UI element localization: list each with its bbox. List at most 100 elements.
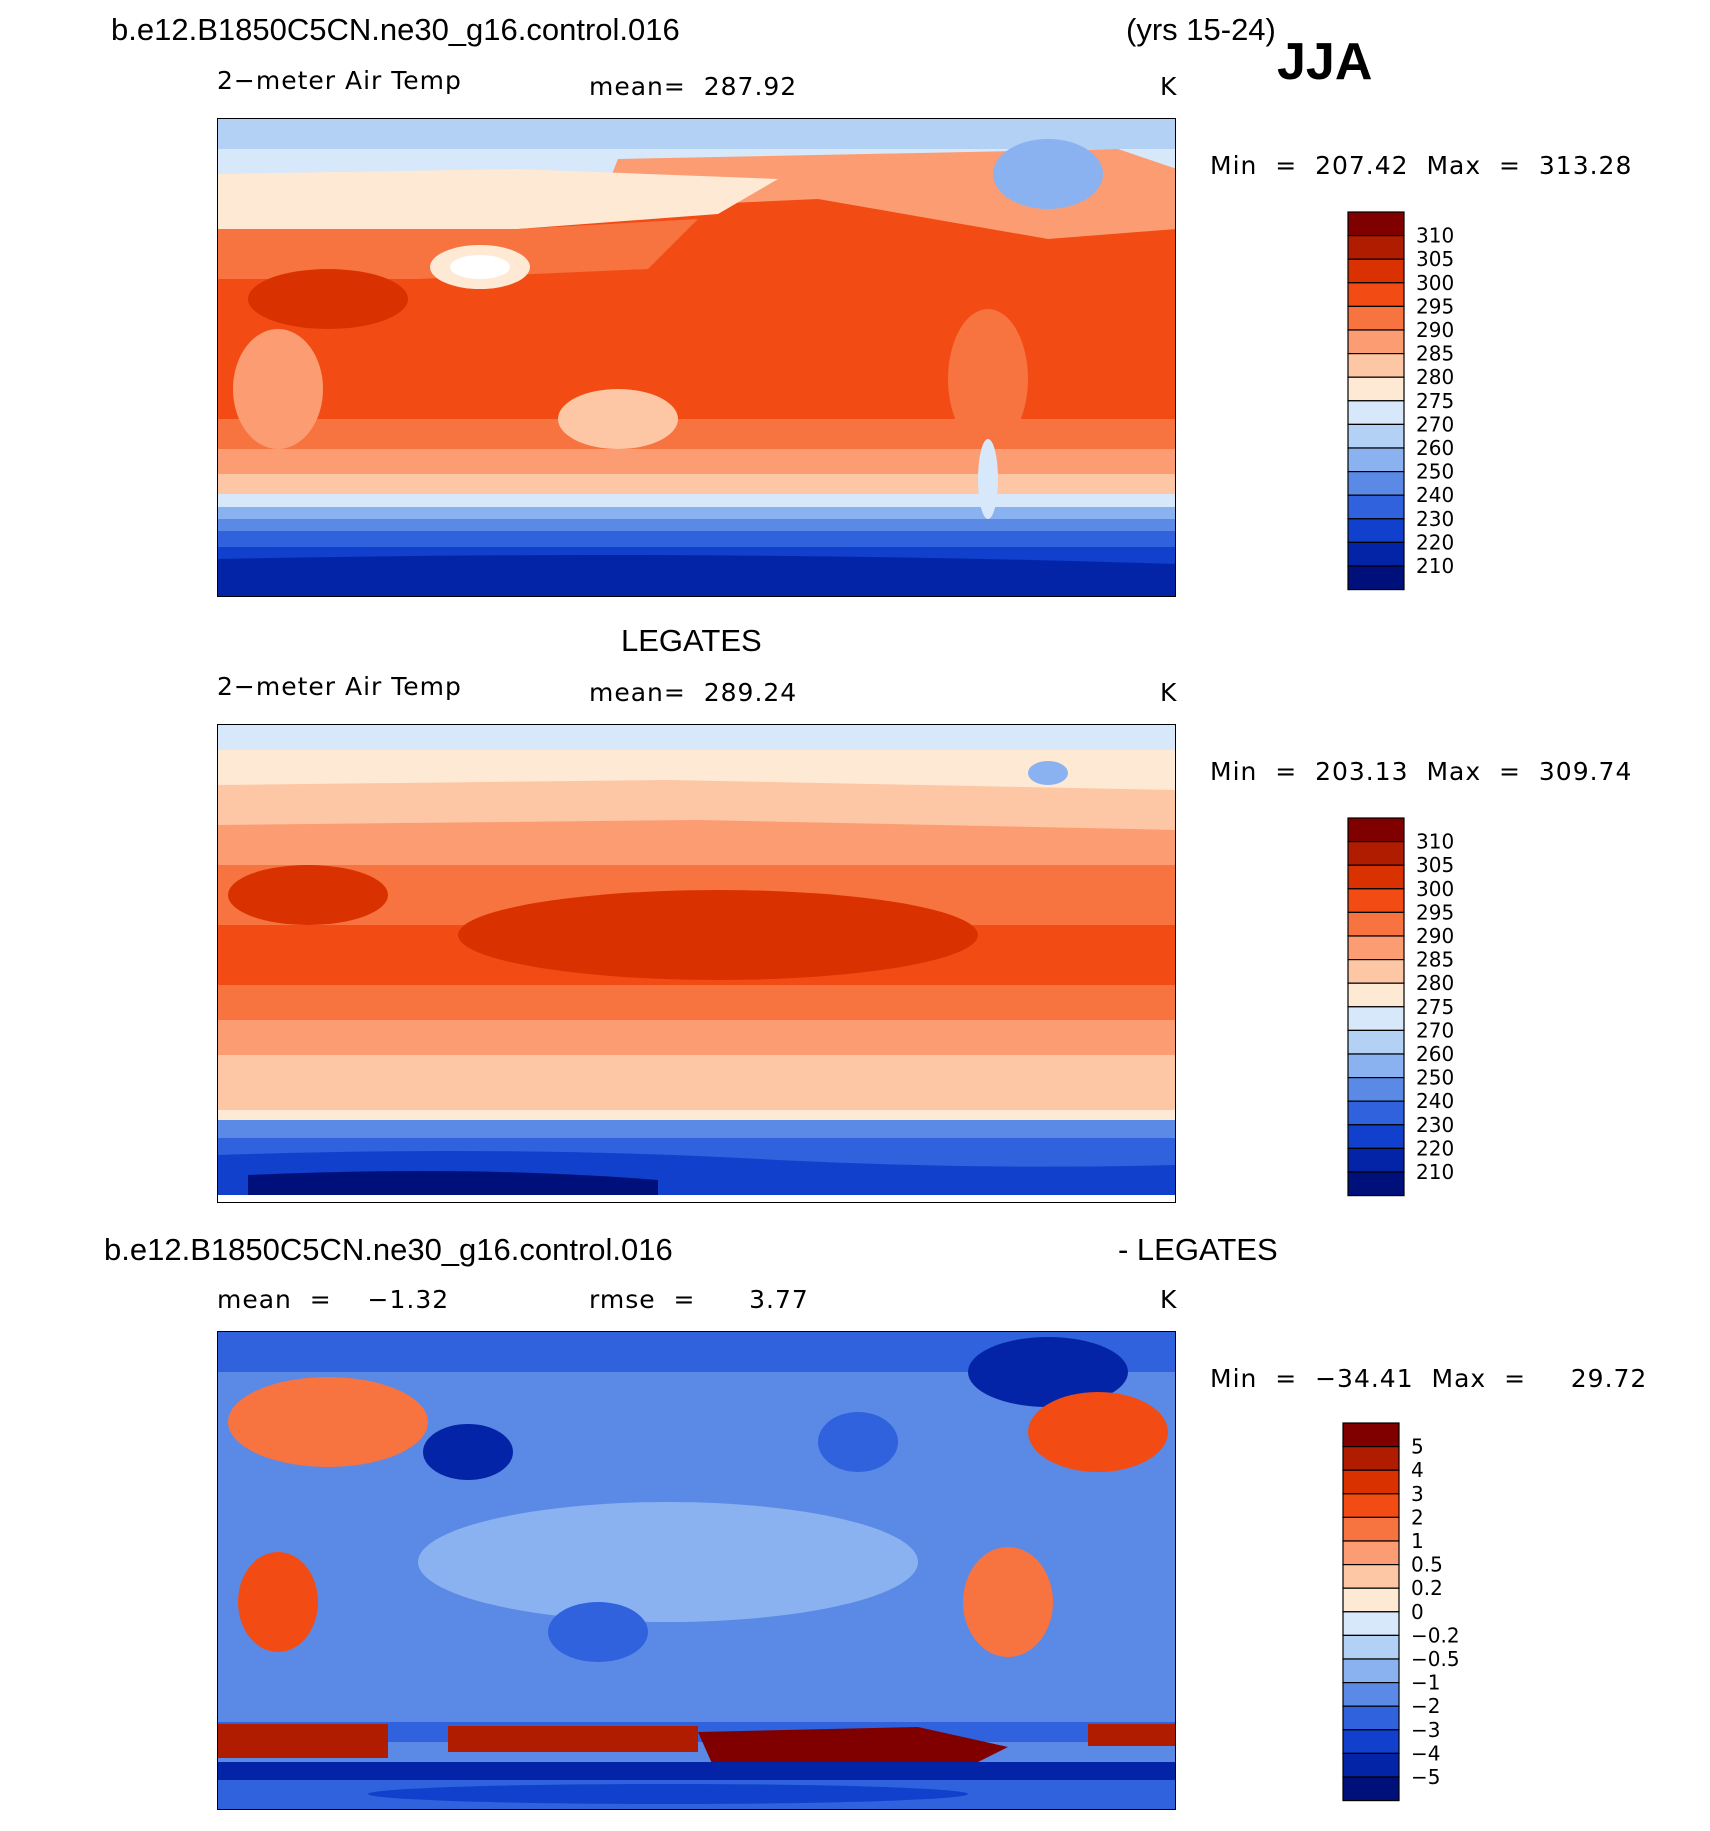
colorbar-box — [1347, 235, 1405, 260]
panel2-colorbar: 310 305 300 295 290 285 280 275 270 260 250 240 230 2… — [1347, 817, 1588, 1197]
colorbar-box — [1342, 1446, 1400, 1471]
panel3-units: K — [1160, 1285, 1178, 1314]
colorbar-box — [1342, 1634, 1400, 1660]
colorbar-box — [1347, 959, 1405, 984]
colorbar-tick-label: 240 — [1416, 483, 1454, 507]
colorbar-tick-label: 290 — [1416, 318, 1454, 342]
colorbar-box — [1347, 376, 1405, 402]
colorbar-tick-label: 270 — [1416, 412, 1454, 436]
panel1-minmax: Min = 207.42 Max = 313.28 — [1210, 151, 1633, 180]
colorbar-box — [1347, 841, 1405, 866]
colorbar-box — [1347, 911, 1405, 937]
colorbar-tick-label: 210 — [1416, 554, 1454, 578]
panel1-variable: 2−meter Air Temp — [217, 66, 462, 95]
colorbar-box — [1347, 1171, 1405, 1197]
colorbar-tick-label: −2 — [1411, 1694, 1440, 1718]
colorbar-box — [1347, 817, 1405, 843]
panel1-colorbar-svg: 3103053002952902852802752702602502402302… — [1347, 211, 1454, 591]
colorbar-tick-label: 300 — [1416, 271, 1454, 295]
panel1-units: K — [1160, 72, 1178, 101]
panel3-title-left: b.e12.B1850C5CN.ne30_g16.control.016 — [104, 1232, 673, 1267]
panel3-rmse: rmse = 3.77 — [589, 1285, 809, 1314]
colorbar-tick-label: 250 — [1416, 460, 1454, 484]
colorbar-box — [1342, 1658, 1400, 1684]
colorbar-tick-label: 0.5 — [1411, 1553, 1443, 1577]
colorbar-tick-label: 285 — [1416, 342, 1454, 366]
case-title: b.e12.B1850C5CN.ne30_g16.control.016 — [111, 12, 680, 47]
colorbar-box — [1347, 258, 1405, 284]
colorbar-box — [1347, 211, 1405, 237]
colorbar-box — [1342, 1729, 1400, 1754]
panel2-mean: mean= 289.24 — [589, 678, 798, 707]
panel2-map — [217, 724, 1176, 1203]
colorbar-box — [1347, 305, 1405, 331]
colorbar-tick-label: −5 — [1411, 1765, 1440, 1789]
panel2-variable: 2−meter Air Temp — [217, 672, 462, 701]
colorbar-box — [1342, 1682, 1400, 1707]
colorbar-box — [1347, 400, 1405, 426]
panel2-colorbar-svg: 3103053002952902852802752702602502402302… — [1347, 817, 1454, 1197]
colorbar-box — [1347, 471, 1405, 496]
panel3-title-right: - LEGATES — [1118, 1232, 1278, 1267]
colorbar-box — [1347, 329, 1405, 355]
colorbar-tick-label: 3 — [1411, 1482, 1424, 1506]
colorbar-box — [1347, 1124, 1405, 1149]
colorbar-tick-label: 1 — [1411, 1529, 1424, 1553]
colorbar-tick-label: −0.5 — [1411, 1647, 1460, 1671]
colorbar-tick-label: 250 — [1416, 1066, 1454, 1090]
colorbar-box — [1347, 982, 1405, 1008]
colorbar-box — [1342, 1422, 1400, 1448]
colorbar-tick-label: 285 — [1416, 948, 1454, 972]
years-label: (yrs 15-24) — [1126, 12, 1276, 47]
colorbar-box — [1342, 1611, 1400, 1637]
colorbar-tick-label: 275 — [1416, 995, 1454, 1019]
panel2-map-svg — [218, 725, 1175, 1202]
colorbar-tick-label: 295 — [1416, 900, 1454, 924]
colorbar-tick-label: 220 — [1416, 530, 1454, 554]
panel2-title: LEGATES — [621, 623, 762, 658]
colorbar-tick-label: 305 — [1416, 247, 1454, 271]
colorbar-box — [1347, 565, 1405, 591]
colorbar-box — [1347, 1147, 1405, 1173]
colorbar-tick-label: 295 — [1416, 294, 1454, 318]
colorbar-tick-label: 275 — [1416, 389, 1454, 413]
colorbar-tick-label: 300 — [1416, 877, 1454, 901]
panel3-minmax: Min = −34.41 Max = 29.72 — [1210, 1364, 1648, 1393]
panel2-units: K — [1160, 678, 1178, 707]
colorbar-box — [1342, 1776, 1400, 1802]
colorbar-box — [1347, 888, 1405, 914]
panel2-minmax: Min = 203.13 Max = 309.74 — [1210, 757, 1633, 786]
colorbar-tick-label: 280 — [1416, 971, 1454, 995]
colorbar-tick-label: −1 — [1411, 1671, 1440, 1695]
colorbar-box — [1342, 1564, 1400, 1589]
colorbar-tick-label: 260 — [1416, 1042, 1454, 1066]
colorbar-box — [1342, 1540, 1400, 1566]
colorbar-box — [1347, 935, 1405, 961]
colorbar-box — [1342, 1516, 1400, 1542]
colorbar-tick-label: −4 — [1411, 1741, 1440, 1765]
panel3-colorbar: 5 4 3 2 1 0.5 0.2 0 −0.2 −0.5 −1 −2 −3 −4 −5 — [1342, 1422, 1583, 1802]
colorbar-tick-label: 230 — [1416, 1113, 1454, 1137]
colorbar-tick-label: 290 — [1416, 924, 1454, 948]
colorbar-box — [1347, 353, 1405, 378]
colorbar-box — [1342, 1469, 1400, 1495]
panel1-map — [217, 118, 1176, 597]
colorbar-tick-label: 280 — [1416, 365, 1454, 389]
colorbar-tick-label: 0 — [1411, 1600, 1424, 1624]
colorbar-tick-label: 240 — [1416, 1089, 1454, 1113]
panel3-map-svg — [218, 1332, 1175, 1809]
colorbar-box — [1347, 494, 1405, 520]
colorbar-tick-label: 310 — [1416, 224, 1454, 248]
colorbar-box — [1347, 541, 1405, 567]
panel1-map-svg — [218, 119, 1175, 596]
colorbar-box — [1347, 1077, 1405, 1102]
colorbar-box — [1347, 864, 1405, 890]
colorbar-tick-label: 260 — [1416, 436, 1454, 460]
colorbar-tick-label: 305 — [1416, 853, 1454, 877]
colorbar-box — [1347, 447, 1405, 473]
colorbar-box — [1347, 423, 1405, 449]
colorbar-box — [1347, 1029, 1405, 1055]
colorbar-tick-label: 210 — [1416, 1160, 1454, 1184]
colorbar-box — [1342, 1493, 1400, 1519]
